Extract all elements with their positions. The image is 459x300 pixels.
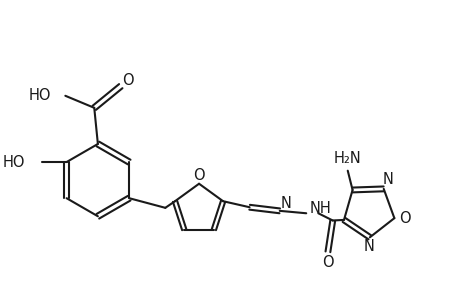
Text: NH: NH bbox=[309, 201, 331, 216]
Text: H₂N: H₂N bbox=[333, 151, 361, 166]
Text: N: N bbox=[363, 239, 373, 254]
Text: O: O bbox=[398, 211, 410, 226]
Text: N: N bbox=[382, 172, 393, 187]
Text: O: O bbox=[193, 168, 204, 183]
Text: O: O bbox=[321, 255, 333, 270]
Text: HO: HO bbox=[3, 154, 26, 169]
Text: O: O bbox=[122, 73, 134, 88]
Text: N: N bbox=[280, 196, 291, 211]
Text: HO: HO bbox=[28, 88, 51, 103]
